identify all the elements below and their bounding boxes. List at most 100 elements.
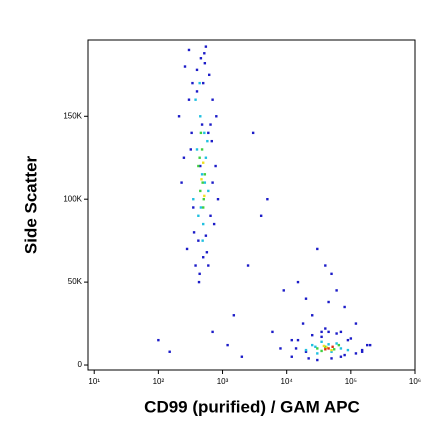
point xyxy=(335,342,338,345)
point xyxy=(331,345,334,348)
point xyxy=(185,247,189,251)
point xyxy=(304,350,308,353)
point xyxy=(311,343,314,347)
point xyxy=(290,355,293,358)
point xyxy=(199,206,203,209)
point xyxy=(195,148,199,151)
x-tick-label: 10⁵ xyxy=(345,377,357,386)
point xyxy=(197,280,201,284)
point xyxy=(209,123,212,126)
point xyxy=(316,358,319,362)
point xyxy=(366,343,369,347)
point xyxy=(368,343,372,347)
point xyxy=(205,251,209,254)
point xyxy=(203,131,206,135)
point xyxy=(199,131,203,135)
point xyxy=(330,357,333,360)
x-tick-label: 10⁶ xyxy=(409,377,421,386)
point xyxy=(330,272,333,276)
point xyxy=(207,189,210,193)
point xyxy=(330,348,333,352)
point xyxy=(187,48,191,52)
point xyxy=(211,181,214,184)
point xyxy=(279,347,282,350)
point xyxy=(199,115,202,118)
y-tick-label: 150K xyxy=(63,111,82,120)
point xyxy=(324,348,327,351)
point xyxy=(200,123,204,126)
point xyxy=(316,352,319,355)
point xyxy=(210,139,213,143)
point xyxy=(354,352,358,355)
point xyxy=(339,347,343,350)
point xyxy=(203,173,207,176)
point xyxy=(208,73,211,77)
point xyxy=(311,333,314,337)
y-tick-label: 50K xyxy=(68,277,83,286)
point xyxy=(207,264,210,267)
point xyxy=(201,239,204,242)
point xyxy=(203,194,206,198)
point xyxy=(209,214,212,217)
point xyxy=(304,297,308,300)
point xyxy=(212,222,216,226)
point xyxy=(202,206,205,209)
point xyxy=(187,98,191,101)
point xyxy=(246,264,250,267)
point xyxy=(346,348,350,352)
point xyxy=(349,337,353,340)
point xyxy=(202,81,205,85)
point xyxy=(339,330,343,334)
point xyxy=(202,197,205,201)
point xyxy=(195,68,199,72)
point xyxy=(332,348,336,351)
x-axis-title: CD99 (purified) / GAM APC xyxy=(144,397,360,416)
point xyxy=(197,239,200,242)
point xyxy=(192,197,195,201)
point xyxy=(335,289,338,292)
point xyxy=(251,131,255,135)
point xyxy=(266,197,269,201)
point xyxy=(271,330,274,334)
point xyxy=(327,343,330,346)
point xyxy=(207,131,210,135)
point xyxy=(198,81,201,85)
point xyxy=(343,305,346,309)
point xyxy=(282,289,285,292)
point xyxy=(325,346,328,349)
point xyxy=(197,214,200,217)
point xyxy=(177,115,181,118)
point xyxy=(360,350,364,353)
point xyxy=(190,131,193,135)
point xyxy=(192,231,196,234)
point xyxy=(296,280,300,284)
point xyxy=(199,164,202,168)
point xyxy=(290,338,293,342)
point xyxy=(324,327,327,330)
point xyxy=(200,173,204,176)
point xyxy=(301,322,305,325)
point xyxy=(311,314,314,317)
point xyxy=(320,340,323,344)
point xyxy=(180,181,183,184)
point xyxy=(294,347,298,350)
point xyxy=(232,314,236,317)
point xyxy=(211,98,214,101)
point xyxy=(202,256,205,259)
point xyxy=(316,247,319,251)
point xyxy=(324,345,327,348)
x-tick-label: 10² xyxy=(153,377,165,386)
point xyxy=(206,139,209,143)
y-axis-title: Side Scatter xyxy=(21,155,40,254)
point xyxy=(203,181,207,184)
point xyxy=(226,343,229,347)
point xyxy=(201,181,204,184)
point xyxy=(199,57,203,60)
point xyxy=(320,335,323,339)
point xyxy=(304,348,308,352)
point xyxy=(335,332,338,335)
point xyxy=(259,214,263,217)
point xyxy=(203,52,206,55)
point xyxy=(327,347,330,350)
point xyxy=(199,189,202,193)
